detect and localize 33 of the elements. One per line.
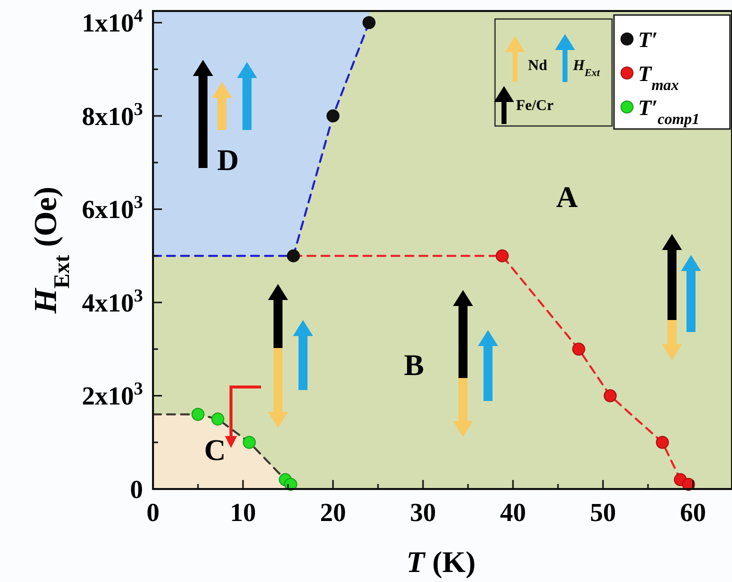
point (362, 16, 376, 30)
x-tick-label: 10 (230, 498, 256, 527)
y-tick-label: 6x10$^{3}$ (82, 192, 143, 224)
y-tick-label: 1x10$^{4}$ (82, 6, 143, 38)
annotation: Nd (528, 58, 548, 74)
annotation: B (404, 348, 424, 382)
point (211, 412, 224, 426)
x-tick-label: 30 (410, 498, 436, 527)
x-tick-label: 60 (680, 498, 706, 527)
point (192, 408, 204, 421)
y-tick-label: 0 (130, 475, 143, 504)
legend-label: T′ (638, 27, 658, 52)
x-axis-title: T (K) (406, 546, 476, 579)
y-tick-label: 8x10$^{3}$ (82, 98, 143, 131)
annotation: A (556, 180, 578, 214)
point (572, 342, 586, 356)
point (286, 249, 300, 262)
point (604, 389, 617, 402)
x-tick-label: 50 (590, 498, 616, 527)
x-tick-label: 40 (500, 498, 526, 527)
point (496, 249, 509, 262)
legend-label: T′$_{comp1}$ (638, 95, 700, 128)
y-tick-label: 2x10$^{3}$ (82, 378, 143, 411)
annotation: Fe/Cr (516, 98, 554, 114)
point (326, 109, 340, 122)
y-tick-label: 4x10$^{3}$ (82, 285, 143, 318)
annotation: H$_{Ext}$ (572, 58, 601, 78)
point (656, 436, 669, 449)
legend-label: T$_{max}$ (638, 61, 680, 94)
annotation: C (204, 434, 226, 467)
annotation: D (217, 144, 239, 177)
x-tick-label: 20 (320, 498, 346, 527)
point (242, 436, 256, 449)
